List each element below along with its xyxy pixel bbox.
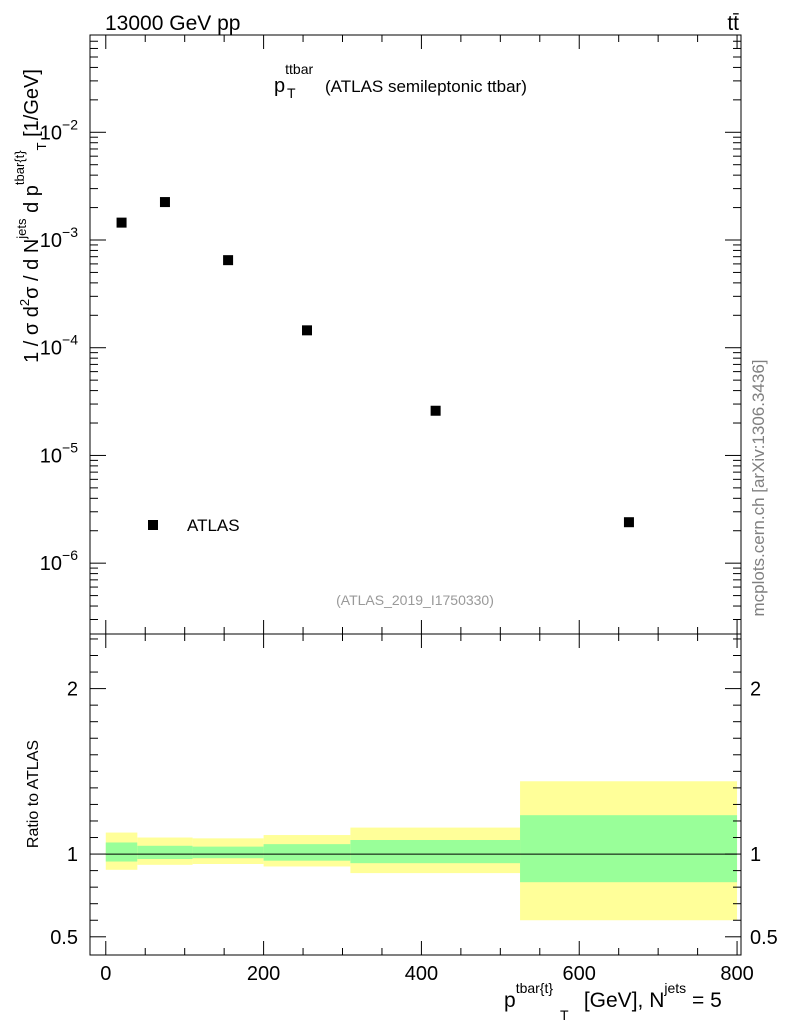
legend-marker bbox=[148, 520, 158, 530]
data-point-5 bbox=[623, 517, 634, 528]
ratio-band-inner-0 bbox=[105, 842, 138, 862]
side-label: mcplots.cern.ch [arXiv:1306.3436] bbox=[749, 359, 768, 616]
ratio-y-tick-label-right-1: 1 bbox=[750, 844, 761, 866]
energy-label: 13000 GeV pp bbox=[105, 12, 240, 35]
legend-label: ATLAS bbox=[187, 516, 240, 535]
upper-y-tick-label-1: 10−3 bbox=[40, 224, 78, 252]
x-axis-label: ptbar{t}T [GeV], Njets = 5 bbox=[504, 980, 722, 1023]
x-tick-label-2: 400 bbox=[405, 963, 438, 985]
ratio-y-tick-label-left-1: 1 bbox=[67, 844, 78, 866]
data-point-2 bbox=[223, 255, 234, 266]
x-tick-label-3: 600 bbox=[563, 963, 596, 985]
x-tick-label-1: 200 bbox=[247, 963, 280, 985]
upper-y-tick-label-2: 10−4 bbox=[40, 332, 78, 360]
ratio-y-tick-label-left-0: 2 bbox=[67, 679, 78, 701]
ratio-y-tick-label-right-2: 0.5 bbox=[750, 927, 778, 949]
lower-frame bbox=[89, 633, 742, 956]
ratio-y-label: Ratio to ATLAS bbox=[25, 740, 42, 848]
upper-y-tick-label-0: 10−2 bbox=[40, 116, 78, 144]
analysis-watermark: (ATLAS_2019_I1750330) bbox=[336, 592, 494, 608]
chart-marks: 0 200 400 600 800 10−2 10−3 10−4 10−5 10−6 2 2 1 1 0.5… bbox=[40, 34, 778, 985]
ratio-band-inner-2 bbox=[192, 846, 264, 859]
legend: ATLAS bbox=[148, 516, 240, 535]
x-tick-label-0: 0 bbox=[100, 963, 111, 985]
ratio-band-inner-1 bbox=[137, 845, 193, 860]
data-point-4 bbox=[430, 405, 441, 416]
upper-frame bbox=[89, 34, 742, 635]
upper-y-tick-label-3: 10−5 bbox=[40, 439, 78, 467]
plot-title: pttbar T (ATLAS semileptonic ttbar) bbox=[274, 61, 527, 101]
ratio-band-inner-4 bbox=[350, 840, 521, 864]
x-tick-label-4: 800 bbox=[720, 963, 753, 985]
upper-y-tick-label-4: 10−6 bbox=[40, 547, 78, 575]
data-point-0 bbox=[116, 217, 127, 228]
ratio-band-inner-3 bbox=[263, 844, 351, 861]
ratio-y-tick-label-left-2: 0.5 bbox=[50, 927, 78, 949]
data-point-1 bbox=[159, 197, 170, 208]
process-label: tt̄ bbox=[727, 12, 739, 35]
upper-y-label: 1 / σ d2σ / d Njets d ptbar{t}T [1/GeV] bbox=[12, 69, 49, 363]
ratio-band-inner-5 bbox=[520, 815, 738, 883]
data-point-3 bbox=[302, 325, 312, 336]
ratio-y-tick-label-right-0: 2 bbox=[750, 679, 761, 701]
